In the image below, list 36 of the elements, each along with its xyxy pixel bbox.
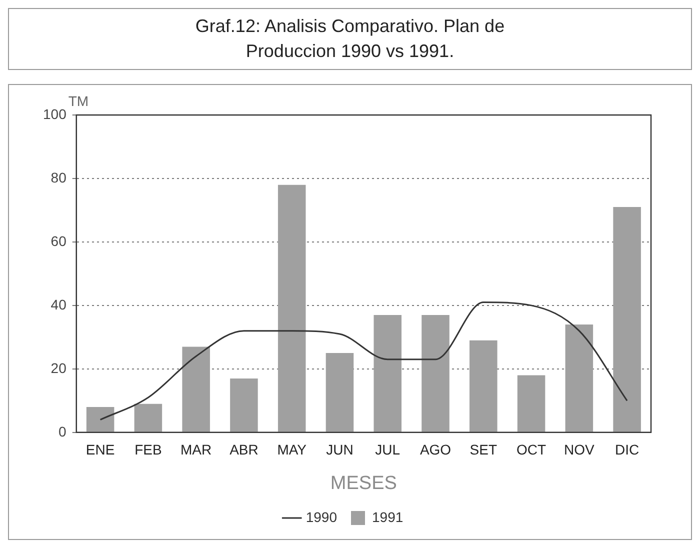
bar: [86, 407, 114, 432]
x-tick-label: MAR: [180, 442, 212, 458]
bar: [517, 375, 546, 432]
y-tick-label: 60: [50, 232, 67, 249]
x-axis-title: MESES: [330, 472, 397, 494]
x-tick-label: AGO: [420, 442, 452, 458]
bar: [326, 353, 354, 432]
bar: [134, 404, 162, 432]
y-axis-title: TM: [68, 92, 89, 109]
bar: [613, 207, 641, 432]
x-tick-label: DIC: [614, 442, 640, 458]
y-tick-label: 20: [50, 360, 67, 376]
y-tick-label: 100: [43, 106, 67, 122]
x-tick-label: ABR: [230, 442, 258, 458]
y-tick-label: 80: [50, 169, 67, 186]
bar: [422, 314, 450, 432]
legend-label: 1991: [372, 508, 404, 525]
x-tick-label: NOV: [564, 442, 595, 458]
bar: [182, 346, 210, 432]
chart-title: Graf.12: Analisis Comparativo. Plan de Produccion 1990 vs 1991.: [194, 15, 506, 63]
x-tick-label: FEB: [134, 442, 162, 458]
bar: [470, 340, 498, 432]
x-tick-label: JUL: [375, 442, 400, 458]
x-tick-label: MAY: [277, 442, 308, 458]
bar: [230, 378, 258, 432]
y-tick-label: 40: [50, 296, 67, 312]
bar: [565, 324, 594, 432]
x-tick-label: OCT: [516, 442, 546, 458]
bar: [278, 184, 306, 432]
legend-label: 1990: [306, 508, 338, 525]
bar: [374, 314, 402, 432]
x-tick-label: JUN: [326, 442, 354, 458]
x-tick-label: ENE: [86, 442, 115, 458]
x-tick-label: SET: [470, 442, 498, 458]
y-tick-label: 0: [58, 423, 67, 440]
line-series: [100, 302, 628, 420]
